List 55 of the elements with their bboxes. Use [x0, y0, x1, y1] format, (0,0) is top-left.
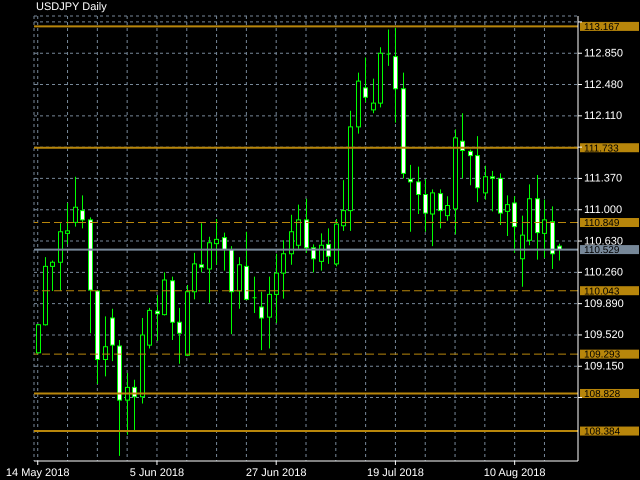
candlestick [274, 253, 279, 324]
candlestick [199, 222, 204, 273]
candlestick [408, 164, 413, 232]
ref-line-label: 108.828 [584, 389, 621, 400]
candlestick [259, 291, 264, 351]
x-tick-label: 5 Jun 2018 [130, 467, 184, 479]
y-tick-label: 111.370 [584, 172, 622, 185]
candlestick [483, 165, 488, 200]
y-tick-label: 110.630 [584, 235, 623, 248]
candlestick [281, 240, 286, 300]
ref-line-label: 111.733 [584, 143, 620, 154]
candlestick [468, 149, 473, 186]
candlestick [103, 316, 108, 377]
candlestick [416, 166, 421, 214]
candlestick [520, 215, 525, 288]
candlestick [73, 176, 78, 228]
candlestick [65, 202, 70, 245]
x-tick-label: 19 Jul 2018 [366, 467, 424, 479]
candlestick [542, 199, 547, 258]
y-tick-label: 112.110 [584, 110, 622, 122]
candlestick [214, 218, 219, 266]
candlestick [341, 180, 346, 232]
candlestick [445, 196, 450, 222]
candlestick [289, 214, 294, 266]
ref-line-label: 110.849 [584, 218, 620, 230]
candlestick [177, 307, 182, 364]
candlestick [512, 196, 517, 254]
candlestick [267, 276, 272, 349]
candlestick [371, 78, 376, 114]
y-tick-label: 112.480 [584, 78, 623, 91]
y-tick-label: 109.890 [584, 298, 624, 310]
candlestick [430, 188, 435, 247]
y-tick-label: 109.520 [584, 329, 624, 342]
ref-line-label: 113.167 [584, 22, 620, 34]
candlestick [363, 56, 368, 103]
x-tick-label: 27 Jun 2018 [246, 467, 306, 479]
candlestick [222, 232, 227, 272]
y-tick-label: 110.260 [584, 266, 623, 279]
x-tick-label: 10 Aug 2018 [484, 467, 546, 479]
candlestick [490, 170, 495, 212]
candlestick [423, 178, 428, 232]
ref-line-label: 110.043 [584, 286, 620, 298]
y-tick-label: 112.850 [584, 48, 623, 60]
candlestick [50, 260, 55, 292]
y-tick-label: 109.150 [584, 360, 624, 373]
candlestick [80, 194, 85, 229]
candlestick [438, 188, 443, 229]
candlestick [155, 294, 160, 342]
x-tick-label: 14 May 2018 [6, 467, 70, 479]
ref-line-label: 109.293 [584, 350, 621, 361]
y-tick-label: 111.000 [584, 204, 622, 216]
ref-line-label: 110.529 [584, 245, 620, 256]
candlestick [505, 194, 510, 236]
ref-line-label: 108.384 [584, 426, 621, 438]
chart-title: USDJPY Daily [36, 1, 107, 14]
